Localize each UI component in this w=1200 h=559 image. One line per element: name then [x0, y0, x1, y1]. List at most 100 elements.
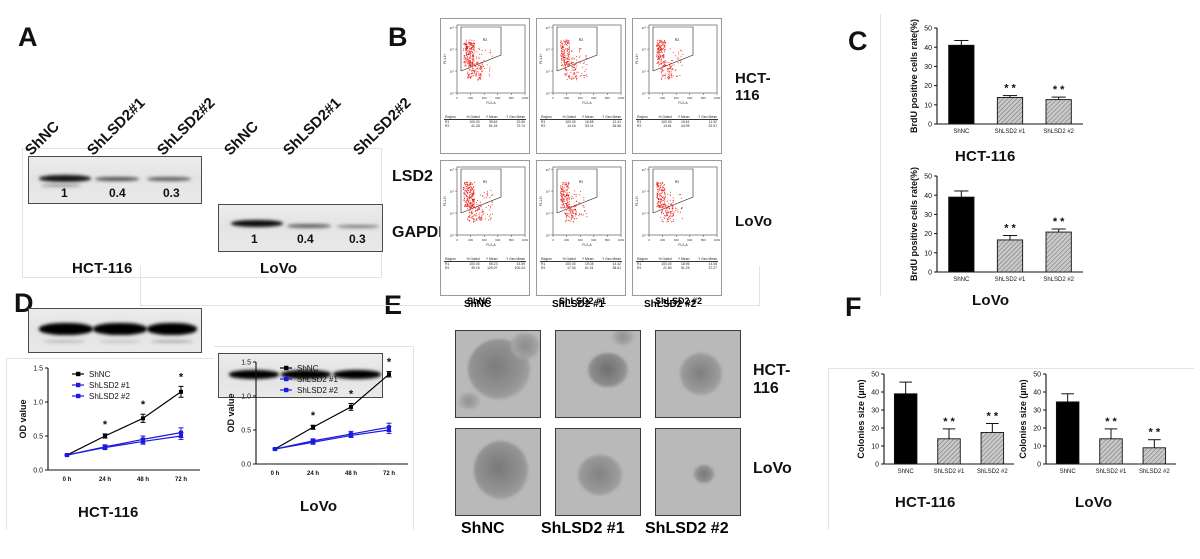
panel-e-rowlabel-hct116: HCT-116: [753, 362, 791, 397]
svg-text:50: 50: [1033, 372, 1041, 379]
blot-value-hct116-shnc: 1: [61, 186, 68, 200]
svg-text:800: 800: [701, 238, 706, 242]
svg-text:ShNC: ShNC: [953, 129, 970, 135]
svg-text:102: 102: [641, 190, 646, 194]
svg-text:1000: 1000: [714, 96, 721, 100]
svg-text:200: 200: [468, 238, 473, 242]
svg-text:40: 40: [924, 193, 932, 200]
stats-header: Y Mean: [672, 257, 691, 262]
stats-row: R1 100.00 19.08 14.42: [540, 262, 622, 266]
stats-header: % Gated: [460, 115, 481, 120]
lane-label-4: ShNC: [220, 118, 262, 159]
flow-stats-table: Region% Gated Y Mean Y Geo Mean R1 100.00 55.…: [444, 257, 526, 270]
svg-text:OD value: OD value: [226, 393, 236, 432]
svg-text:ShLSD2 #1: ShLSD2 #1: [297, 375, 338, 384]
bar-0: [893, 393, 918, 465]
svg-text:ShLSD2 #2: ShLSD2 #2: [89, 392, 130, 401]
svg-text:1000: 1000: [714, 238, 721, 242]
svg-text:0.5: 0.5: [33, 434, 43, 441]
svg-text:600: 600: [591, 96, 596, 100]
svg-text:101: 101: [545, 70, 550, 74]
svg-text:*: *: [103, 419, 108, 431]
panel-e-rowlabel-lovo: LoVo: [753, 460, 792, 477]
svg-text:Colonies size (µm): Colonies size (µm): [1018, 379, 1028, 458]
svg-text:102: 102: [449, 48, 454, 52]
panel-b-collabel-shnc: ShNC: [464, 299, 492, 310]
panel-d-chart-lovo: 0.0 0.5 1.0 1.5 OD value 0 h 24 h 48 h 72 h * * * Sh…: [218, 352, 418, 502]
svg-text:R2: R2: [675, 38, 680, 42]
svg-text:ShLSD2 #1: ShLSD2 #1: [995, 277, 1026, 283]
flow-stats-table: Region% Gated Y Mean Y Geo Mean R1 100.00 16.…: [540, 115, 622, 128]
svg-text:800: 800: [701, 96, 706, 100]
barchart-svg-f-lovo: 0 10 20 30 40 50 Colonies size (µm) ShNC * * ShLS…: [1018, 372, 1176, 475]
svg-text:400: 400: [674, 96, 679, 100]
svg-text:0: 0: [552, 238, 554, 242]
stats-cell: 100.00: [565, 262, 576, 266]
stats-header: Region: [636, 115, 653, 120]
stats-cell: 36.56: [612, 124, 622, 128]
svg-text:ShLSD2 #2: ShLSD2 #2: [297, 386, 338, 395]
svg-text:ShNC: ShNC: [953, 277, 970, 283]
svg-text:20: 20: [1033, 426, 1041, 433]
svg-text:50: 50: [924, 174, 932, 181]
svg-text:1.5: 1.5: [33, 366, 43, 373]
stats-cell: 17.04: [567, 266, 576, 270]
svg-text:200: 200: [660, 96, 665, 100]
stats-header: Region: [540, 115, 557, 120]
svg-text:0: 0: [928, 122, 932, 129]
stats-cell: R2: [445, 124, 450, 128]
stats-cell: R2: [445, 266, 450, 270]
stats-cell: 70.74: [516, 124, 526, 128]
barchart-svg-c-lovo: 0 10 20 30 40 50 BrdU positive cells rate(%) Sh…: [909, 167, 1083, 283]
stats-header: % Gated: [556, 115, 577, 120]
blot-value-lovo-sh2: 0.3: [349, 232, 366, 246]
svg-text:600: 600: [591, 238, 596, 242]
svg-text:400: 400: [578, 96, 583, 100]
svg-text:400: 400: [482, 238, 487, 242]
bar-0: [1055, 401, 1080, 465]
svg-text:1000: 1000: [522, 238, 529, 242]
stats-cell: R1: [637, 262, 642, 266]
svg-text:ShLSD2 #2: ShLSD2 #2: [977, 469, 1008, 475]
svg-text:200: 200: [660, 238, 665, 242]
lane-label-6: ShLSD2#2: [349, 94, 415, 159]
stats-header: Y Mean: [672, 115, 691, 120]
stats-header: Y Geo Mean: [690, 115, 718, 120]
panel-a-western-blot: ShNC ShLSD2#1 ShLSD2#2 ShNC ShLSD2#1 ShL…: [20, 95, 450, 398]
panel-a-b-divider: [140, 266, 760, 306]
svg-text:40: 40: [924, 45, 932, 52]
svg-text:102: 102: [545, 190, 550, 194]
svg-text:24 h: 24 h: [307, 471, 319, 477]
blot-value-lovo-shnc: 1: [251, 232, 258, 246]
svg-text:FL1-H: FL1-H: [635, 196, 639, 206]
lane-label-5: ShLSD2#1: [279, 94, 345, 159]
svg-text:FL1-H: FL1-H: [635, 54, 639, 64]
svg-text:* *: * *: [1004, 223, 1016, 235]
panel-b-flow-cytometry: 100 101 102 103 FL1-H 0 200 400 600 800 1000 FL2-A R…: [440, 18, 772, 310]
stats-cell: 39.62: [488, 120, 498, 124]
panel-d-chart-hct116: 0.0 0.5 1.0 1.5 OD value 0 h 24 h 48 h 72 h * * * Sh…: [10, 358, 210, 508]
panel-b-rowlabel-hct116: HCT-116: [735, 70, 771, 104]
svg-text:* *: * *: [1105, 416, 1117, 428]
panel-f-chart-hct116: 0 10 20 30 40 50 Colonies size (µm) ShNC * * ShLS…: [838, 360, 1023, 495]
stats-row: R1 100.00 15.61 11.92: [636, 120, 718, 124]
colony-image-lovo-sh2: [655, 428, 741, 516]
lane-label-2: ShLSD2#1: [83, 94, 149, 159]
svg-text:* *: * *: [987, 411, 999, 423]
svg-text:FL1-H: FL1-H: [443, 54, 447, 64]
svg-text:103: 103: [449, 26, 454, 30]
svg-text:*: *: [349, 388, 354, 400]
linechart-svg-d-hct116: 0.0 0.5 1.0 1.5 OD value 0 h 24 h 48 h 72 h * * * Sh…: [18, 366, 200, 483]
scatter-plot: 100 101 102 103 FL1-H 0 200 400 600 800 1000 FL2-A R…: [443, 166, 529, 247]
bar-1: [1099, 438, 1123, 465]
stats-cell: 81.34: [488, 124, 498, 128]
svg-text:BrdU positive cells rate(%): BrdU positive cells rate(%): [909, 167, 919, 281]
svg-text:R2: R2: [579, 180, 584, 184]
svg-text:40: 40: [1033, 390, 1041, 397]
svg-text:1.5: 1.5: [241, 360, 251, 367]
svg-text:400: 400: [482, 96, 487, 100]
stats-cell: R1: [541, 120, 546, 124]
bar-1: [996, 97, 1024, 125]
flow-plot-hct116-shlsd22: 100 101 102 103 FL1-H 0 200 400 600 800 1000 FL2-A R…: [632, 18, 722, 154]
stats-row: R2 13.61 44.95 32.57: [636, 124, 718, 128]
